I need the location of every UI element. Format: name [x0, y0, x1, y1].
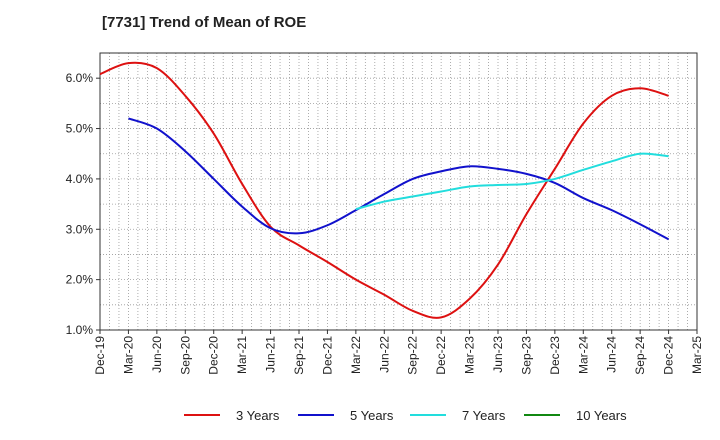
x-tick-label: Jun-20 [150, 336, 164, 373]
y-tick-label: 4.0% [66, 172, 94, 186]
x-tick-label: Jun-22 [377, 336, 391, 373]
x-tick-label: Jun-21 [264, 336, 278, 373]
x-tick-label: Sep-21 [292, 336, 306, 375]
legend-item-10-years: 10 Years [524, 404, 627, 426]
series-line-7-years [355, 152, 669, 211]
x-tick-label: Sep-23 [519, 336, 533, 375]
y-tick-label: 2.0% [66, 273, 94, 287]
x-tick-label: Mar-20 [121, 336, 135, 374]
legend-label-5-years: 5 Years [350, 407, 394, 423]
y-tick-label: 5.0% [66, 122, 94, 136]
series-line-3-years [99, 61, 669, 319]
legend-swatch-10-years [524, 414, 560, 416]
y-tick-label: 3.0% [66, 222, 94, 236]
legend-swatch-3-years [184, 414, 220, 416]
x-tick-label: Jun-24 [605, 336, 619, 373]
x-tick-label: Sep-24 [633, 336, 647, 375]
series-line-5-years [128, 117, 670, 241]
x-tick-label: Sep-20 [178, 336, 192, 375]
x-tick-label: Mar-24 [576, 336, 590, 374]
x-tick-label: Mar-25 [690, 336, 704, 374]
legend-swatch-5-years [298, 414, 334, 416]
y-tick-label: 6.0% [66, 71, 94, 85]
legend-label-7-years: 7 Years [462, 407, 506, 423]
y-tick-label: 1.0% [66, 323, 94, 337]
x-tick-label: Mar-23 [463, 336, 477, 374]
x-tick-label: Dec-20 [207, 336, 221, 375]
x-tick-label: Mar-22 [349, 336, 363, 374]
legend-item-7-years: 7 Years [410, 404, 505, 426]
x-tick-label: Dec-21 [320, 336, 334, 375]
plot-area [100, 53, 697, 330]
chart-title: [7731] Trend of Mean of ROE [102, 14, 307, 31]
x-tick-label: Jun-23 [491, 336, 505, 373]
legend-label-3-years: 3 Years [236, 407, 280, 423]
plot-border [99, 52, 698, 331]
x-tick-label: Dec-23 [548, 336, 562, 375]
x-tick-label: Dec-22 [434, 336, 448, 375]
legend-item-3-years: 3 Years [184, 404, 279, 426]
x-tick-label: Sep-22 [406, 336, 420, 375]
legend: 3 Years 5 Years 7 Years 10 Years [0, 404, 720, 426]
legend-item-5-years: 5 Years [298, 404, 393, 426]
x-tick-label: Dec-24 [662, 336, 676, 375]
x-tick-label: Dec-19 [93, 336, 107, 375]
legend-label-10-years: 10 Years [576, 407, 627, 423]
legend-swatch-7-years [410, 414, 446, 416]
x-tick-label: Mar-21 [235, 336, 249, 374]
